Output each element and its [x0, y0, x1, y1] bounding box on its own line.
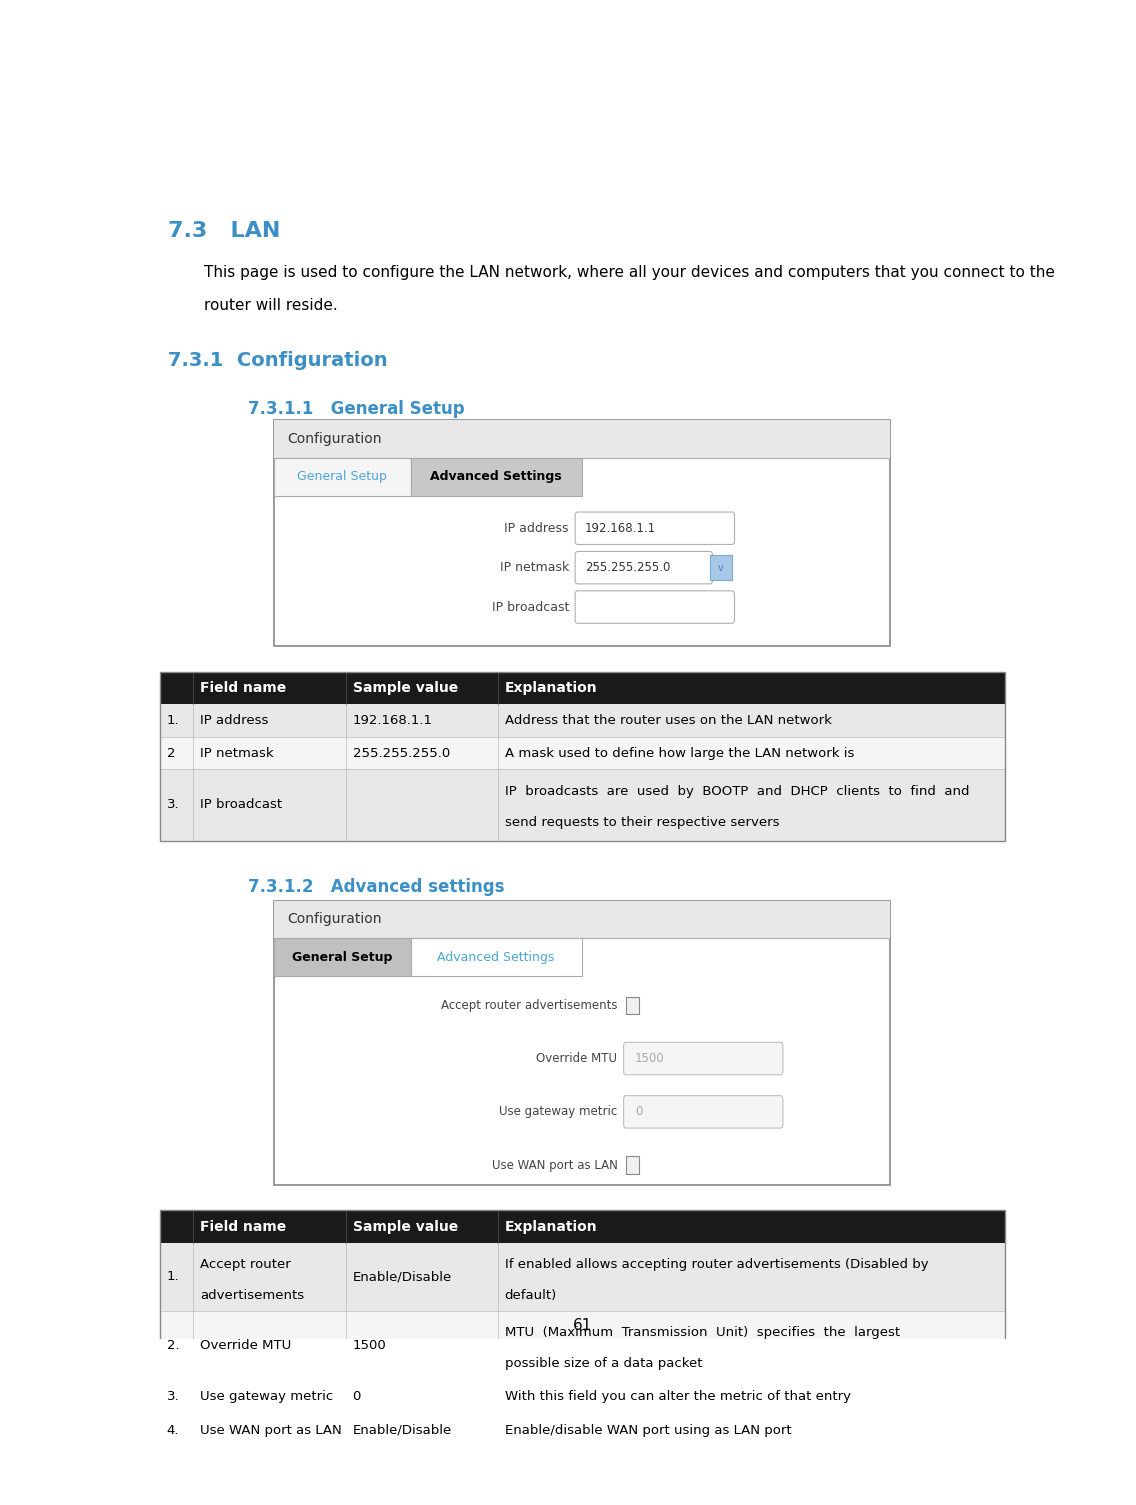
Text: Advanced Settings: Advanced Settings	[431, 470, 561, 483]
Text: Override MTU: Override MTU	[536, 1052, 618, 1066]
Text: If enabled allows accepting router advertisements (Disabled by: If enabled allows accepting router adver…	[504, 1258, 928, 1270]
Text: Use gateway metric: Use gateway metric	[499, 1105, 618, 1118]
Text: Advanced Settings: Advanced Settings	[437, 951, 554, 963]
Text: 1500: 1500	[635, 1052, 665, 1066]
Bar	[159, 769, 1004, 841]
Bar	[159, 671, 1004, 704]
Text: IP netmask: IP netmask	[200, 746, 274, 760]
Text: Sample value: Sample value	[352, 682, 458, 695]
Text: v: v	[718, 563, 724, 573]
Text: Sample value: Sample value	[352, 1219, 458, 1234]
Bar	[274, 901, 891, 938]
Text: 7.3.1.2   Advanced settings: 7.3.1.2 Advanced settings	[248, 877, 504, 895]
Bar	[159, 1210, 1004, 1243]
Text: 1.: 1.	[167, 1270, 179, 1284]
Text: 61: 61	[573, 1318, 592, 1333]
Text: With this field you can alter the metric of that entry: With this field you can alter the metric…	[504, 1389, 851, 1403]
Text: 0: 0	[635, 1105, 642, 1118]
Bar	[159, 1379, 1004, 1413]
FancyBboxPatch shape	[624, 1096, 783, 1129]
Text: 255.255.255.0: 255.255.255.0	[585, 561, 670, 573]
Bar	[159, 1243, 1004, 1311]
Bar	[159, 1210, 1004, 1448]
Text: send requests to their respective servers: send requests to their respective server…	[504, 816, 779, 829]
Text: default): default)	[504, 1288, 557, 1302]
Text: advertisements: advertisements	[200, 1288, 304, 1302]
Text: 3.: 3.	[167, 1389, 179, 1403]
Text: IP address: IP address	[200, 715, 269, 727]
FancyBboxPatch shape	[575, 591, 735, 623]
Text: IP netmask: IP netmask	[500, 561, 569, 573]
Text: Use WAN port as LAN: Use WAN port as LAN	[200, 1424, 342, 1437]
Bar	[626, 996, 640, 1014]
Text: 192.168.1.1: 192.168.1.1	[585, 522, 655, 534]
Text: 1.: 1.	[167, 715, 179, 727]
Text: IP address: IP address	[504, 522, 569, 534]
Bar	[159, 1413, 1004, 1448]
Text: Field name: Field name	[200, 682, 286, 695]
Bar	[274, 901, 891, 1184]
Text: This page is used to configure the LAN network, where all your devices and compu: This page is used to configure the LAN n…	[203, 265, 1054, 280]
FancyBboxPatch shape	[575, 551, 712, 584]
Text: 192.168.1.1: 192.168.1.1	[352, 715, 433, 727]
Text: Configuration: Configuration	[287, 432, 382, 445]
Text: 0: 0	[352, 1389, 361, 1403]
Text: A mask used to define how large the LAN network is: A mask used to define how large the LAN …	[504, 746, 854, 760]
Text: General Setup: General Setup	[296, 470, 386, 483]
Bar	[274, 938, 410, 977]
Text: Explanation: Explanation	[504, 682, 598, 695]
Bar	[410, 938, 583, 977]
FancyBboxPatch shape	[624, 1043, 783, 1075]
Text: 7.3.1  Configuration: 7.3.1 Configuration	[168, 351, 389, 370]
Text: IP broadcast: IP broadcast	[492, 600, 569, 614]
Text: possible size of a data packet: possible size of a data packet	[504, 1358, 702, 1370]
Text: Override MTU: Override MTU	[200, 1338, 292, 1351]
Text: 2.: 2.	[167, 1338, 179, 1351]
Text: General Setup: General Setup	[292, 951, 392, 963]
Text: Address that the router uses on the LAN network: Address that the router uses on the LAN …	[504, 715, 832, 727]
Bar	[159, 737, 1004, 769]
Text: 7.3   LAN: 7.3 LAN	[168, 221, 281, 241]
Text: Use gateway metric: Use gateway metric	[200, 1389, 334, 1403]
Text: 4.: 4.	[167, 1424, 179, 1437]
Bar	[410, 458, 583, 495]
Bar	[274, 420, 891, 647]
Text: Explanation: Explanation	[504, 1219, 598, 1234]
Text: 7.3.1.1   General Setup: 7.3.1.1 General Setup	[248, 400, 465, 417]
Text: router will reside.: router will reside.	[203, 298, 337, 313]
Bar	[274, 458, 410, 495]
Bar	[159, 671, 1004, 841]
Text: Accept router advertisements: Accept router advertisements	[441, 999, 618, 1011]
Text: Accept router: Accept router	[200, 1258, 291, 1270]
Text: 2: 2	[167, 746, 175, 760]
Bar	[159, 1311, 1004, 1379]
FancyBboxPatch shape	[575, 512, 735, 545]
Text: Use WAN port as LAN: Use WAN port as LAN	[492, 1159, 618, 1172]
Bar	[159, 704, 1004, 737]
Text: Configuration: Configuration	[287, 912, 382, 927]
Text: Field name: Field name	[200, 1219, 286, 1234]
Text: IP  broadcasts  are  used  by  BOOTP  and  DHCP  clients  to  find  and: IP broadcasts are used by BOOTP and DHCP…	[504, 786, 969, 798]
Text: 3.: 3.	[167, 799, 179, 811]
Text: 255.255.255.0: 255.255.255.0	[352, 746, 450, 760]
Text: Enable/disable WAN port using as LAN port: Enable/disable WAN port using as LAN por…	[504, 1424, 792, 1437]
Bar	[274, 420, 891, 458]
Text: IP broadcast: IP broadcast	[200, 799, 283, 811]
Bar	[710, 555, 732, 581]
Text: MTU  (Maximum  Transmission  Unit)  specifies  the  largest: MTU (Maximum Transmission Unit) specifie…	[504, 1326, 900, 1339]
Text: 1500: 1500	[352, 1338, 386, 1351]
Text: Enable/Disable: Enable/Disable	[352, 1270, 452, 1284]
Bar	[626, 1156, 640, 1174]
Text: Enable/Disable: Enable/Disable	[352, 1424, 452, 1437]
